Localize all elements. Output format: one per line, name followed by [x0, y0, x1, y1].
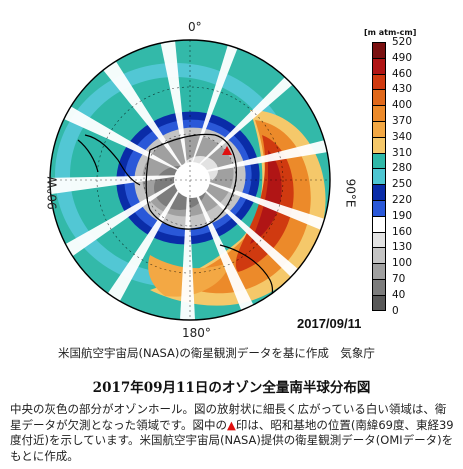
longitude-label-90w: 90°W: [45, 176, 60, 210]
colorbar-swatch: [372, 168, 386, 185]
colorbar-swatch: [372, 199, 386, 216]
colorbar-swatch: [372, 294, 386, 311]
colorbar-tick-label: 400: [392, 99, 413, 112]
colorbar: [372, 42, 386, 311]
syowa-station-marker: [222, 146, 232, 155]
colorbar-tick-label: 520: [392, 36, 413, 48]
colorbar-unit: [m atm-cm]: [364, 28, 417, 37]
ozone-map-panel: 0° 180° 90°W 90°E 2017/09/11 [m atm-cm] …: [45, 20, 417, 340]
colorbar-tick-label: 280: [392, 162, 413, 175]
colorbar-tick-label: 460: [392, 67, 413, 80]
caption-text-1: 中央の灰色の部分がオゾンホール。図の放射状に細長く広がっている白い領域は、衛星デ…: [10, 402, 447, 432]
colorbar-tick-label: 310: [392, 146, 413, 159]
figure-caption: 中央の灰色の部分がオゾンホール。図の放射状に細長く広がっている白い領域は、衛星デ…: [10, 402, 455, 464]
polar-stereographic-map: [49, 39, 331, 321]
colorbar-swatch: [372, 42, 386, 58]
longitude-label-90e: 90°E: [343, 178, 358, 208]
data-credit: 米国航空宇宙局(NASA)の衛星観測データを基に作成 気象庁: [58, 346, 375, 360]
triangle-icon: ▲: [227, 417, 236, 432]
colorbar-tick-label: 340: [392, 130, 413, 143]
colorbar-tick-label: 490: [392, 51, 413, 64]
colorbar-swatch: [372, 215, 386, 232]
colorbar-tick-label: 370: [392, 115, 413, 127]
longitude-label-180: 180°: [182, 326, 211, 340]
colorbar-tick-label: 40: [392, 288, 406, 301]
colorbar-swatch: [372, 105, 386, 121]
colorbar-tick-label: 70: [392, 273, 406, 285]
figure-title: 2017年09月11日のオゾン全量南半球分布図: [92, 380, 371, 396]
colorbar-tick-label: 250: [392, 178, 413, 191]
colorbar-tick-label: 160: [392, 225, 413, 238]
longitude-label-0: 0°: [188, 20, 202, 34]
colorbar-swatch: [372, 89, 386, 106]
colorbar-swatch: [372, 152, 386, 169]
colorbar-tick-label: 430: [392, 83, 413, 96]
map-date: 2017/09/11: [297, 316, 362, 331]
colorbar-swatch: [372, 247, 386, 264]
colorbar-swatch: [372, 136, 386, 153]
caption-text-2: 印は、昭和基地の位置(南緯69度、東経39度付近)を示しています。米国航空宇宙局…: [10, 417, 454, 463]
colorbar-swatch: [372, 120, 386, 137]
colorbar-swatch: [372, 278, 386, 295]
colorbar-tick-label: 100: [392, 257, 413, 270]
colorbar-swatch: [372, 73, 386, 90]
colorbar-tick-label: 220: [392, 194, 413, 206]
colorbar-swatch: [372, 184, 386, 200]
colorbar-tick-label: 190: [392, 209, 413, 222]
colorbar-swatch: [372, 57, 386, 74]
colorbar-swatch: [372, 231, 386, 248]
colorbar-tick-label: 130: [392, 241, 413, 254]
colorbar-tick-label: 0: [392, 304, 399, 317]
colorbar-swatch: [372, 263, 386, 279]
